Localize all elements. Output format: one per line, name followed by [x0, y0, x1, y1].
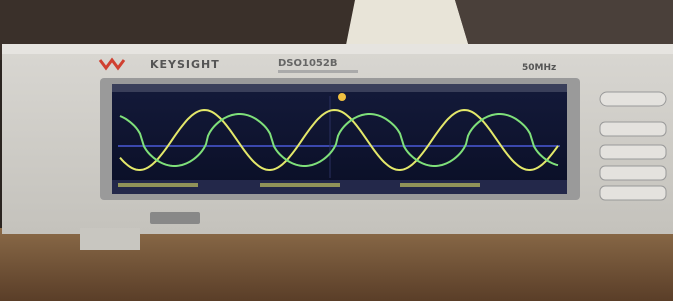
screen [112, 84, 567, 194]
background [455, 0, 673, 50]
soft-key[interactable] [600, 166, 666, 180]
soft-key[interactable] [600, 145, 666, 159]
readout-text [118, 183, 198, 187]
readout-text [260, 183, 340, 187]
bandwidth: 50MHz [522, 63, 556, 73]
usb-port[interactable] [150, 212, 200, 224]
photo: KEYSIGHT DSO1052B 50MHz [0, 0, 673, 301]
window-light [345, 0, 470, 50]
status-bar [112, 84, 567, 92]
soft-key[interactable] [600, 92, 666, 106]
brand: KEYSIGHT [150, 58, 220, 71]
readout-text [400, 183, 480, 187]
instrument-foot [80, 228, 140, 250]
page: KEYSIGHT DSO1052B 50MHz (() => { const d… [0, 0, 673, 301]
model: DSO1052B [278, 58, 337, 69]
instrument-top-edge [2, 44, 673, 54]
model-subtitle [278, 70, 358, 73]
soft-key[interactable] [600, 186, 666, 200]
soft-key[interactable] [600, 122, 666, 136]
trigger-marker [338, 93, 346, 101]
